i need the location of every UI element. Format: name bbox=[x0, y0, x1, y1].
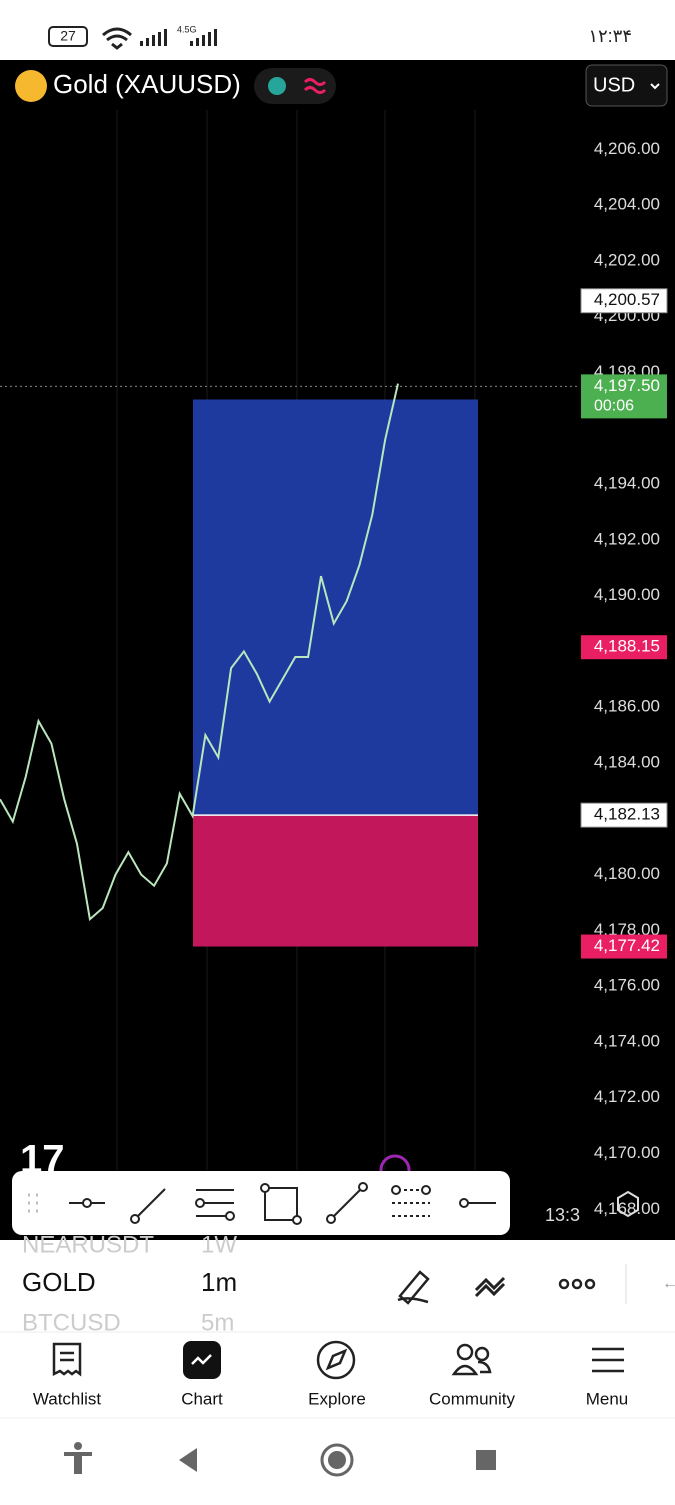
stop-label: 4,177.42 bbox=[594, 936, 660, 955]
y-tick-label: 4,180.00 bbox=[594, 864, 660, 883]
stop-label-bg bbox=[581, 934, 667, 959]
y-tick-label: 4,178.00 bbox=[594, 920, 660, 939]
last-price-label: 4,197.50 bbox=[594, 376, 660, 395]
battery-level: 27 bbox=[60, 28, 76, 44]
nav-item[interactable]: Chart bbox=[181, 1389, 223, 1408]
y-tick-label: 4,184.00 bbox=[594, 752, 660, 771]
nav-item[interactable]: Explore bbox=[308, 1389, 366, 1408]
y-tick-label: 4,190.00 bbox=[594, 585, 660, 604]
watchlist-strip bbox=[0, 1240, 675, 1332]
entry-label-bg bbox=[580, 802, 668, 828]
nav-item[interactable]: Community bbox=[429, 1389, 515, 1408]
battery-icon bbox=[48, 26, 88, 47]
delay-icon bbox=[303, 78, 327, 94]
clock: ۱۲:۳۴ bbox=[588, 26, 632, 46]
y-tick-label: 4,170.00 bbox=[594, 1143, 660, 1162]
y-tick-label: 4,192.00 bbox=[594, 529, 660, 548]
price-label: 4,200.57 bbox=[594, 290, 660, 309]
watchlist-interval[interactable]: 1m bbox=[201, 1267, 237, 1297]
watchlist-symbol[interactable]: GOLD bbox=[22, 1267, 96, 1297]
nav-item[interactable]: Watchlist bbox=[33, 1389, 102, 1408]
market-open-dot bbox=[268, 77, 286, 95]
y-tick-label: 4,204.00 bbox=[594, 195, 660, 214]
system-nav[interactable] bbox=[64, 1442, 496, 1477]
time-axis-label: 13:3 bbox=[545, 1205, 580, 1225]
entry-label: 4,182.13 bbox=[594, 805, 660, 824]
profit-zone bbox=[193, 399, 478, 816]
more-icon[interactable] bbox=[558, 1278, 596, 1290]
draw-icon[interactable] bbox=[397, 1270, 430, 1305]
price-label-bg bbox=[580, 288, 668, 314]
currency-select[interactable] bbox=[585, 64, 668, 107]
price-label: 4,188.15 bbox=[594, 637, 660, 656]
y-tick-label: 4,174.00 bbox=[594, 1031, 660, 1050]
price-label-bg bbox=[581, 635, 667, 660]
watchlist-interval[interactable]: 1W bbox=[201, 1231, 237, 1258]
symbol-icon bbox=[15, 70, 47, 102]
network-type: 4.5G bbox=[177, 24, 197, 34]
status-pill[interactable] bbox=[254, 68, 336, 104]
symbol-title[interactable]: Gold (XAUUSD) bbox=[53, 69, 241, 99]
y-tick-label: 4,194.00 bbox=[594, 474, 660, 493]
settings-icon[interactable] bbox=[617, 1190, 639, 1218]
y-tick-label: 4,176.00 bbox=[594, 976, 660, 995]
watchlist-symbol[interactable]: NEARUSDT bbox=[22, 1231, 154, 1258]
y-tick-label: 4,172.00 bbox=[594, 1087, 660, 1106]
loss-zone bbox=[193, 815, 478, 947]
nav-item[interactable]: Menu bbox=[586, 1389, 629, 1408]
y-tick-label: 4,168.00 bbox=[594, 1199, 660, 1218]
signal-icon bbox=[140, 29, 217, 46]
plot: 4,206.004,204.004,202.004,200.004,198.00… bbox=[0, 139, 668, 1274]
y-tick-label: 4,186.00 bbox=[594, 697, 660, 716]
status-bar bbox=[0, 0, 675, 60]
wifi-icon bbox=[102, 27, 132, 50]
indicator-icon[interactable] bbox=[474, 1276, 506, 1298]
last-price-label-bg bbox=[581, 374, 667, 419]
price-line bbox=[0, 383, 399, 922]
dropdown-arrow bbox=[650, 83, 660, 90]
y-tick-label: 4,202.00 bbox=[594, 250, 660, 269]
nav-icons bbox=[52, 1340, 624, 1380]
currency: USD bbox=[593, 74, 635, 96]
y-tick-label: 4,206.00 bbox=[594, 139, 660, 158]
collapse-arrow[interactable]: ← bbox=[662, 1275, 675, 1292]
drawing-tools bbox=[28, 1182, 496, 1225]
last-price-label-countdown: 00:06 bbox=[594, 398, 634, 415]
